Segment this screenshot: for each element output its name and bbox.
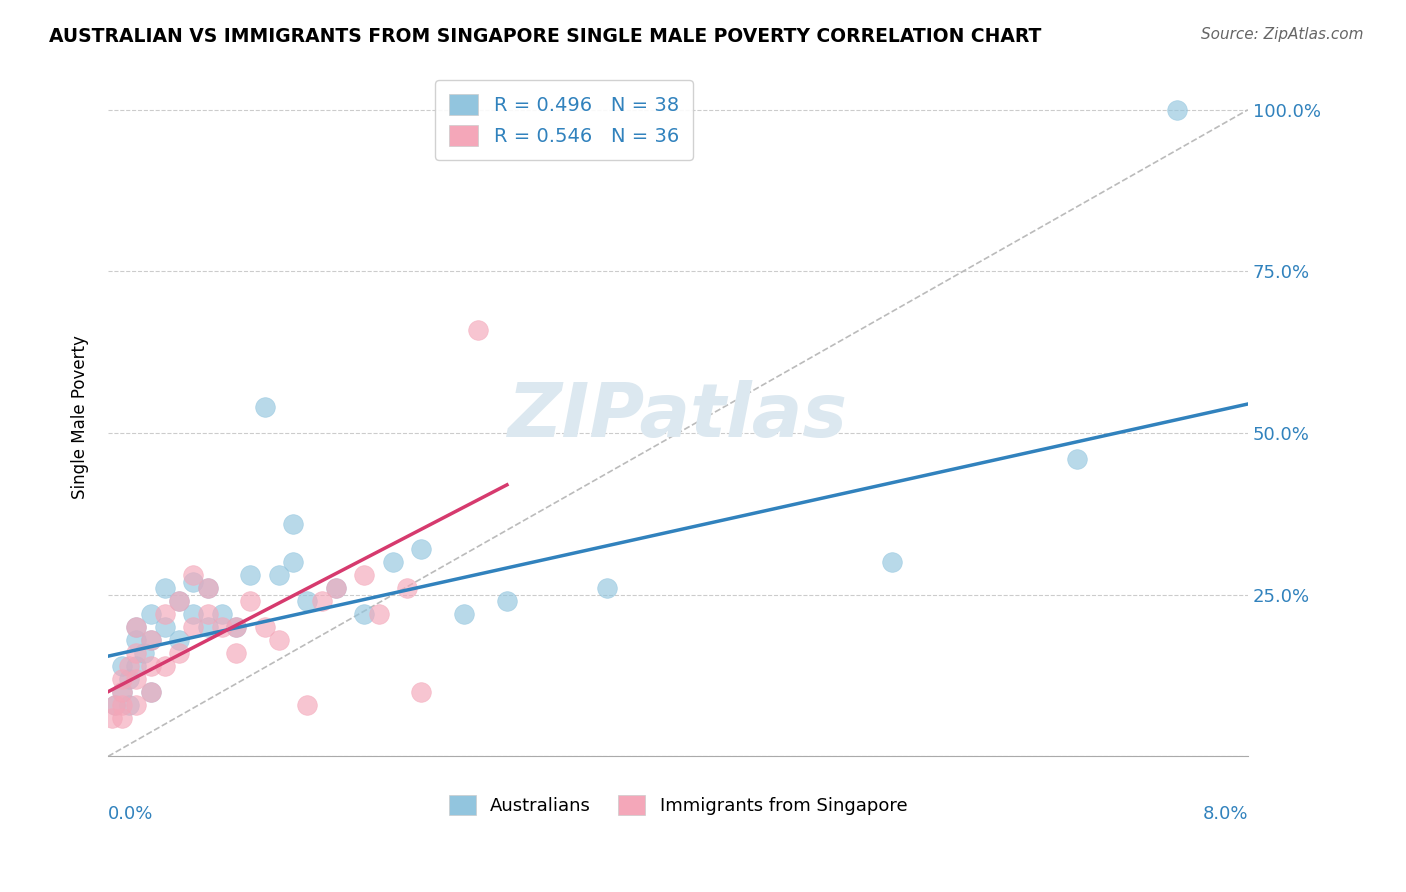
Point [118,698,141,712]
Point [396,582,419,596]
Point [411,542,433,557]
Point [311,594,333,608]
Point [139,633,162,648]
Point [139,685,162,699]
Point [125,646,148,660]
Point [111,711,134,725]
Point [211,607,233,622]
Point [167,594,190,608]
Point [183,607,205,622]
Point [183,620,205,634]
Text: 8.0%: 8.0% [1202,805,1249,823]
Point [297,594,319,608]
Point [167,633,190,648]
Point [283,556,305,570]
Point [125,698,148,712]
Point [253,401,276,415]
Point [197,607,219,622]
Point [1166,103,1188,117]
Point [325,582,347,596]
Point [211,620,233,634]
Point [125,620,148,634]
Point [411,685,433,699]
Point [297,698,319,712]
Point [111,685,134,699]
Point [111,659,134,673]
Text: ZIPatlas: ZIPatlas [508,380,848,453]
Point [139,607,162,622]
Point [239,594,262,608]
Point [125,620,148,634]
Point [197,582,219,596]
Point [167,646,190,660]
Point [125,672,148,686]
Point [153,659,176,673]
Point [283,516,305,531]
Point [104,698,127,712]
Point [183,568,205,582]
Point [125,633,148,648]
Point [111,672,134,686]
Point [118,659,141,673]
Text: 0.0%: 0.0% [108,805,153,823]
Point [267,568,290,582]
Point [467,323,489,337]
Point [197,582,219,596]
Point [225,620,247,634]
Point [125,659,148,673]
Point [132,646,155,660]
Point [139,633,162,648]
Point [325,582,347,596]
Legend: Australians, Immigrants from Singapore: Australians, Immigrants from Singapore [441,788,914,822]
Point [111,698,134,712]
Point [239,568,262,582]
Point [496,594,519,608]
Y-axis label: Single Male Poverty: Single Male Poverty [72,335,89,499]
Point [225,646,247,660]
Point [880,556,903,570]
Text: AUSTRALIAN VS IMMIGRANTS FROM SINGAPORE SINGLE MALE POVERTY CORRELATION CHART: AUSTRALIAN VS IMMIGRANTS FROM SINGAPORE … [49,27,1042,45]
Point [453,607,475,622]
Point [197,620,219,634]
Point [353,568,375,582]
Point [183,574,205,589]
Point [139,659,162,673]
Point [153,582,176,596]
Point [104,698,127,712]
Point [101,711,124,725]
Point [139,685,162,699]
Point [153,620,176,634]
Point [253,620,276,634]
Point [153,607,176,622]
Point [353,607,375,622]
Text: Source: ZipAtlas.com: Source: ZipAtlas.com [1201,27,1364,42]
Point [167,594,190,608]
Point [1066,452,1088,467]
Point [267,633,290,648]
Point [595,582,617,596]
Point [111,685,134,699]
Point [225,620,247,634]
Point [367,607,389,622]
Point [381,556,404,570]
Point [118,672,141,686]
